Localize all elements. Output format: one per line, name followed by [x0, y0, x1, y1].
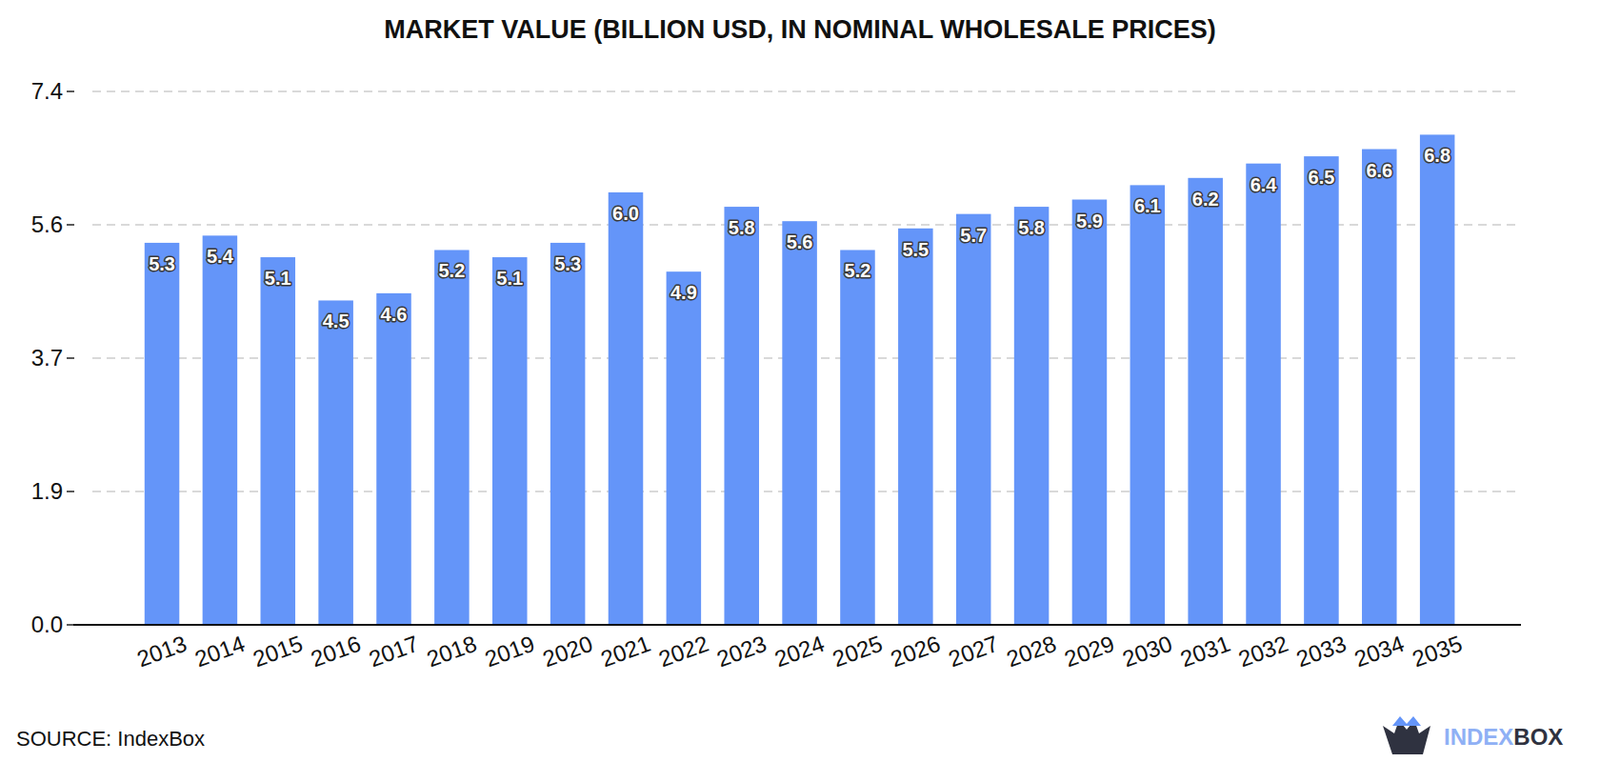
y-tick [66, 490, 75, 493]
bar [1072, 200, 1108, 625]
bar [260, 257, 297, 625]
y-tick-label: 1.9 [31, 478, 63, 504]
data-label: 5.5 [901, 239, 929, 260]
bar [781, 220, 818, 625]
bar [550, 242, 586, 625]
x-tick-label: 2026 [886, 630, 943, 673]
x-tick-label: 2027 [944, 630, 1001, 673]
bar [666, 271, 702, 625]
x-tick-label: 2031 [1177, 630, 1234, 673]
x-tick-label: 2022 [655, 630, 712, 673]
logo-part: INDEX [1443, 723, 1514, 750]
y-tick-label: 5.6 [31, 211, 63, 238]
bar [434, 249, 470, 625]
bar [1014, 206, 1050, 625]
logo-icon [1382, 716, 1431, 755]
bar [202, 235, 239, 625]
data-label: 5.9 [1076, 210, 1103, 232]
x-tick-label: 2025 [829, 630, 886, 673]
data-label: 5.8 [1018, 217, 1045, 239]
data-label: 5.1 [496, 267, 523, 289]
x-tick-label: 2016 [307, 630, 364, 673]
data-label: 6.8 [1423, 144, 1451, 166]
source: SOURCE: IndexBox [16, 726, 205, 751]
logo-shape [1392, 716, 1421, 726]
title: MARKET VALUE (BILLION USD, IN NOMINAL WH… [383, 15, 1217, 44]
data-label: 4.5 [322, 310, 350, 332]
bar [1187, 178, 1223, 625]
chart-svg: MARKET VALUE (BILLION USD, IN NOMINAL WH… [0, 0, 1600, 762]
data-label: 4.6 [380, 303, 408, 325]
data-label: 5.7 [960, 224, 987, 246]
bar [492, 257, 528, 625]
data-label: 5.8 [728, 217, 756, 239]
bar [1245, 163, 1281, 625]
chart-container: MARKET VALUE (BILLION USD, IN NOMINAL WH… [0, 0, 1600, 762]
data-label: 5.3 [554, 253, 581, 275]
x-tick-label: 2024 [771, 630, 828, 673]
bars [144, 134, 1456, 625]
bar [376, 293, 412, 625]
y-tick [66, 357, 75, 360]
logo-text: INDEXBOX [1443, 723, 1563, 750]
data-label: 6.2 [1192, 188, 1220, 210]
x-tick-label: 2029 [1060, 630, 1118, 673]
bar [956, 214, 992, 625]
data-label: 5.2 [844, 260, 872, 281]
y-tick [66, 90, 75, 93]
data-label: 5.1 [264, 267, 292, 289]
x-tick-label: 2021 [597, 630, 654, 673]
bar [723, 206, 760, 625]
data-label: 6.1 [1134, 195, 1161, 217]
data-label: 6.5 [1308, 166, 1336, 188]
x-tick-label: 2017 [365, 630, 422, 673]
x-tick-label: 2023 [713, 630, 770, 673]
data-label: 6.0 [612, 202, 640, 224]
x-tick-label: 2028 [1002, 630, 1060, 673]
bar [1361, 149, 1398, 625]
x-tick-label: 2034 [1350, 630, 1407, 673]
x-tick-label: 2020 [539, 630, 596, 673]
x-tick-label: 2030 [1119, 630, 1176, 673]
data-label: 6.6 [1365, 160, 1393, 181]
data-label: 6.4 [1250, 174, 1279, 196]
x-tick-label: 2014 [191, 630, 248, 673]
data-label: 5.2 [438, 260, 465, 281]
data-label: 4.9 [670, 281, 698, 303]
y-tick [66, 223, 75, 226]
x-tick-label: 2018 [423, 630, 480, 673]
bar [1303, 156, 1340, 625]
grid-line [92, 90, 1521, 93]
y-tick-label: 0.0 [31, 611, 63, 638]
bar [898, 228, 934, 625]
x-tick-label: 2013 [133, 630, 190, 673]
data-label: 5.3 [148, 253, 176, 275]
x-tick-label: 2015 [249, 630, 306, 673]
y-tick-label: 7.4 [31, 78, 63, 104]
bar [144, 242, 180, 625]
data-label: 5.4 [206, 245, 235, 267]
x-axis [73, 623, 1521, 626]
bar [608, 192, 644, 625]
bar [840, 249, 876, 625]
y-tick [66, 623, 75, 626]
x-tick-label: 2032 [1235, 630, 1292, 673]
x-tick-label: 2033 [1293, 630, 1350, 673]
bar [1420, 134, 1456, 625]
logo-part: BOX [1513, 723, 1563, 750]
y-tick-label: 3.7 [31, 344, 63, 371]
bar [1130, 184, 1166, 625]
x-tick-label: 2035 [1408, 630, 1465, 673]
x-tick-label: 2019 [480, 630, 538, 673]
bar [318, 300, 354, 625]
data-label: 5.6 [786, 231, 814, 253]
